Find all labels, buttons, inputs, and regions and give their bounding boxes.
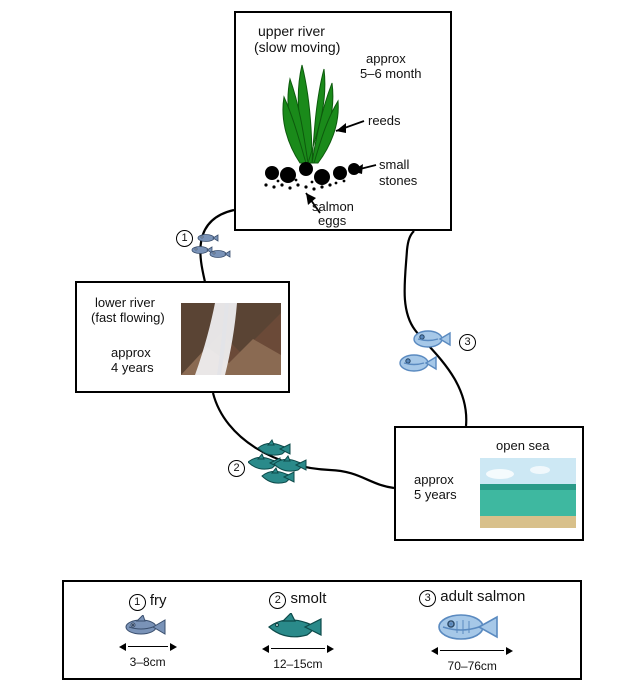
fry-cluster [190, 228, 236, 264]
sea-dur-1: approx [414, 472, 454, 488]
legend-box: 1 fry 3–8cm 2 smolt 12–15cm 3 adult salm… [62, 580, 582, 680]
lower-title-1: lower river [95, 295, 155, 311]
legend-smolt-num: 2 [269, 592, 286, 609]
smolt-cluster [248, 438, 326, 488]
legend-adult-num: 3 [419, 590, 436, 607]
sea-title: open sea [496, 438, 550, 454]
stage-open-sea: open sea approx 5 years [394, 426, 584, 541]
legend-fry-name: fry [150, 592, 167, 609]
adult-icon [435, 611, 509, 643]
adult-size: 70–76cm [448, 659, 497, 673]
lower-dur-1: approx [111, 345, 151, 361]
sea-dur-2: 5 years [414, 487, 457, 503]
fry-size: 3–8cm [130, 655, 166, 669]
smolt-icon [265, 613, 331, 641]
lower-title-2: (fast flowing) [91, 310, 165, 326]
legend-fry-num: 1 [129, 594, 146, 611]
waterfall-image [181, 303, 281, 375]
smolt-size: 12–15cm [273, 657, 322, 671]
fry-icon [123, 615, 173, 639]
sea-image [480, 458, 576, 528]
adult-cluster [398, 328, 466, 380]
legend-fry: 1 fry 3–8cm [119, 592, 177, 669]
adult-size-ind [431, 647, 513, 655]
fry-size-ind [119, 643, 177, 651]
stage-lower-river: lower river (fast flowing) approx 4 year… [75, 281, 290, 393]
smolt-size-ind [262, 645, 334, 653]
reeds-label: reeds [368, 113, 401, 129]
legend-smolt: 2 smolt 12–15cm [262, 590, 334, 671]
lower-dur-2: 4 years [111, 360, 154, 376]
stones-label: small stones [379, 157, 450, 190]
legend-adult: 3 adult salmon 70–76cm [419, 588, 525, 673]
legend-adult-name: adult salmon [440, 588, 525, 605]
marker-2: 2 [228, 459, 245, 477]
eggs-label-2: eggs [318, 213, 346, 229]
legend-smolt-name: smolt [291, 590, 327, 607]
stage-upper-river: upper river (slow moving) approx 5–6 mon… [234, 11, 452, 231]
